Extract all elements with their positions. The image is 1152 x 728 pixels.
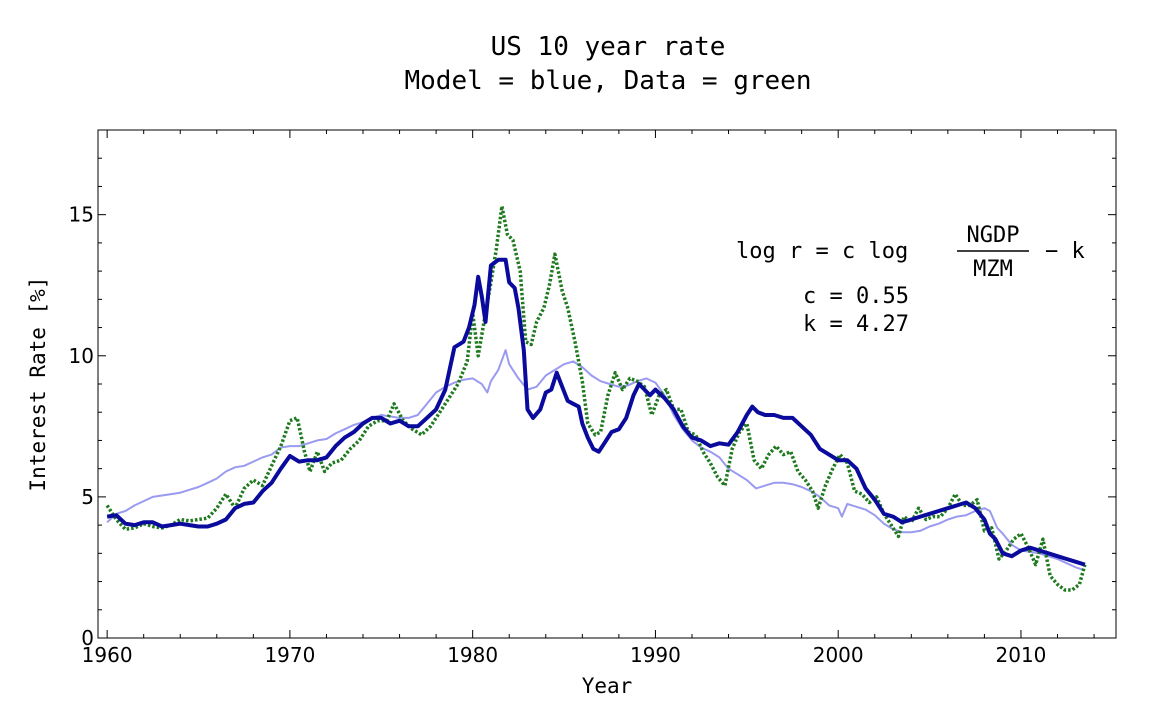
x-tick-label-2000: 2000 — [813, 643, 864, 667]
series-layer — [105, 204, 1087, 592]
x-tick-label-2010: 2010 — [996, 643, 1047, 667]
x-tick-label-1980: 1980 — [447, 643, 498, 667]
series-line-model — [106, 257, 1086, 567]
y-tick-label-5: 5 — [81, 485, 94, 509]
x-axis-label: Year — [582, 674, 633, 698]
x-tick-label-1960: 1960 — [82, 643, 133, 667]
x-tick-label-1970: 1970 — [264, 643, 315, 667]
parameter-c: c = 0.55 — [803, 284, 909, 309]
equation-annotation: log r = c log NGDP MZM − k c = 0.55 k = … — [736, 223, 1085, 337]
y-tick-label-15: 15 — [69, 203, 94, 227]
series-line-model-thin — [106, 349, 1086, 572]
equation-lhs: log r = c log — [736, 239, 908, 264]
y-axis-label: Interest Rate [%] — [26, 277, 50, 492]
equation-numerator: NGDP — [967, 223, 1020, 248]
y-tick-label-10: 10 — [69, 344, 94, 368]
parameter-k: k = 4.27 — [803, 312, 909, 337]
axis-ticks: 1960 1970 1980 1990 2000 2010 0 5 10 15 — [69, 130, 1116, 667]
x-tick-label-1990: 1990 — [630, 643, 681, 667]
chart-subtitle: Model = blue, Data = green — [405, 66, 812, 96]
equation-denominator: MZM — [973, 257, 1013, 282]
series-line-data — [105, 204, 1087, 592]
y-tick-label-0: 0 — [81, 626, 94, 650]
chart-title: US 10 year rate — [491, 32, 726, 62]
equation-rhs: − k — [1045, 239, 1085, 264]
